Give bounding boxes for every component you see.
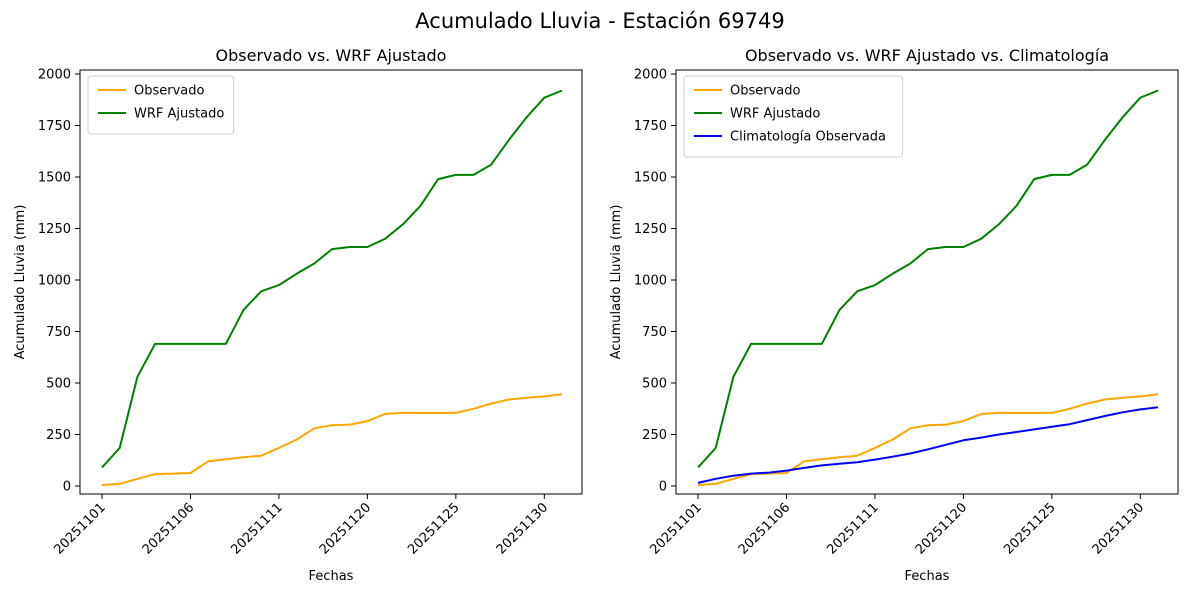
x-tick-label: 20251111 <box>228 500 285 557</box>
y-tick-label: 500 <box>46 377 71 392</box>
plot-frame-right <box>675 69 1179 495</box>
plot-frame-left <box>79 69 583 495</box>
series-line-wrf-ajustado <box>697 89 1159 469</box>
legend-label: WRF Ajustado <box>134 107 224 122</box>
x-tick-label: 20251125 <box>1001 500 1058 557</box>
legend-label: Climatología Observada <box>730 130 886 145</box>
x-axis-label: Fechas <box>309 569 354 584</box>
y-tick-label: 2000 <box>38 68 71 83</box>
series-line-climatolog-a-observada <box>697 406 1159 484</box>
series-line-observado <box>101 393 563 486</box>
x-tick-label: 20251130 <box>1090 500 1147 557</box>
x-tick-label: 20251120 <box>317 500 374 557</box>
legend-label: WRF Ajustado <box>730 107 820 122</box>
y-tick-label: 750 <box>642 325 667 340</box>
legend-label: Observado <box>134 84 205 99</box>
y-tick-label: 0 <box>63 480 71 495</box>
y-tick-label: 1250 <box>634 222 667 237</box>
subplot-title: Observado vs. WRF Ajustado vs. Climatolo… <box>745 46 1109 65</box>
x-tick-label: 20251101 <box>647 500 704 557</box>
y-tick-label: 2000 <box>634 68 667 83</box>
y-tick-label: 1500 <box>634 171 667 186</box>
y-axis-label: Acumulado Lluvia (mm) <box>609 205 624 360</box>
x-tick-label: 20251106 <box>736 500 793 557</box>
x-tick-label: 20251106 <box>140 500 197 557</box>
series-line-observado <box>697 393 1159 486</box>
legend-box <box>683 75 904 158</box>
y-tick-label: 1750 <box>634 119 667 134</box>
legend-label: Observado <box>730 84 801 99</box>
x-tick-label: 20251120 <box>913 500 970 557</box>
y-tick-label: 500 <box>642 377 667 392</box>
y-tick-label: 750 <box>46 325 71 340</box>
x-tick-label: 20251111 <box>824 500 881 557</box>
y-tick-label: 1750 <box>38 119 71 134</box>
series-line-wrf-ajustado <box>101 89 563 469</box>
y-tick-label: 250 <box>46 428 71 443</box>
x-tick-label: 20251130 <box>494 500 551 557</box>
x-tick-label: 20251101 <box>51 500 108 557</box>
y-tick-label: 1250 <box>38 222 71 237</box>
y-tick-label: 1000 <box>38 274 71 289</box>
subplot-title: Observado vs. WRF Ajustado <box>216 46 447 65</box>
y-tick-label: 1000 <box>634 274 667 289</box>
y-axis-label: Acumulado Lluvia (mm) <box>13 205 28 360</box>
y-tick-label: 250 <box>642 428 667 443</box>
x-axis-label: Fechas <box>905 569 950 584</box>
y-tick-label: 1500 <box>38 171 71 186</box>
y-tick-label: 0 <box>659 480 667 495</box>
x-tick-label: 20251125 <box>405 500 462 557</box>
figure-title: Acumulado Lluvia - Estación 69749 <box>415 9 785 33</box>
